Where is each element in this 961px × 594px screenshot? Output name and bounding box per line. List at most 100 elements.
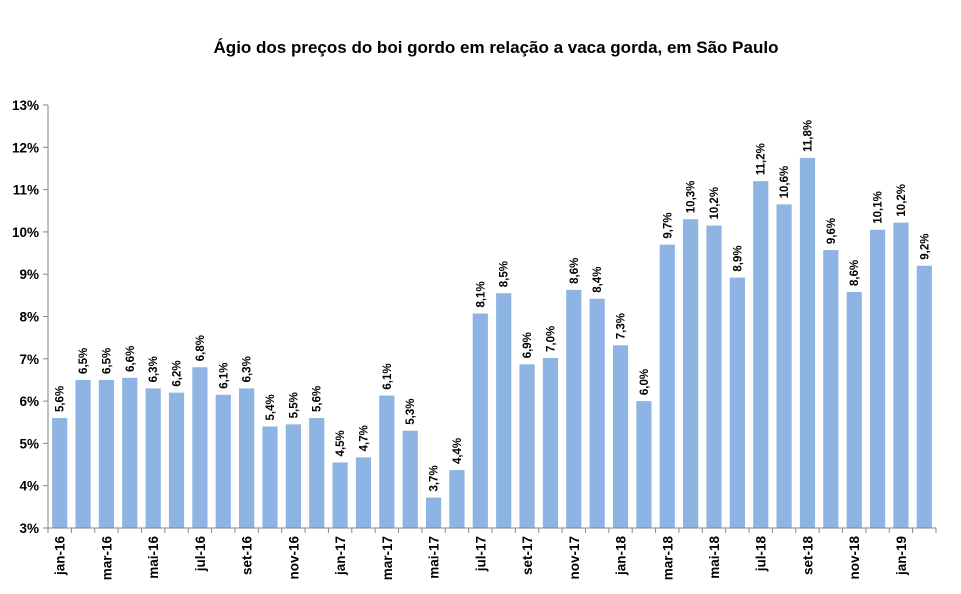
y-tick-label: 9% bbox=[19, 267, 39, 282]
bar-jan-19 bbox=[893, 222, 909, 528]
x-tick-label: nov-18 bbox=[847, 536, 862, 580]
bar-fev-18 bbox=[636, 401, 652, 528]
data-label: 6,1% bbox=[218, 363, 230, 389]
data-label: 8,6% bbox=[569, 258, 581, 284]
bar-nov-17 bbox=[566, 289, 582, 528]
bars bbox=[52, 157, 932, 529]
x-tick-label: set-16 bbox=[240, 536, 255, 576]
bar-mai-18 bbox=[706, 225, 722, 528]
data-label: 6,0% bbox=[639, 369, 651, 395]
x-tick-label: jul-18 bbox=[754, 536, 769, 573]
chart-title: Ágio dos preços do boi gordo em relação … bbox=[214, 38, 779, 57]
x-tick-label: mai-16 bbox=[146, 536, 161, 579]
x-tick-label: set-17 bbox=[520, 536, 535, 575]
x-axis: jan-16 mar-16 mai-16 jul-16 set-16 nov-16 jan-… bbox=[47, 527, 937, 581]
data-label: 4,4% bbox=[452, 438, 464, 464]
y-tick-label: 10% bbox=[12, 225, 39, 240]
data-label: 10,2% bbox=[896, 184, 908, 217]
bar-jun-17 bbox=[449, 470, 465, 528]
bar-out-18 bbox=[823, 250, 839, 529]
bar-ago-16 bbox=[215, 394, 231, 528]
y-tick-label: 7% bbox=[19, 352, 39, 367]
x-tick-label: jan-19 bbox=[894, 536, 909, 576]
data-label: 10,1% bbox=[873, 191, 885, 224]
x-tick-label: jan-16 bbox=[53, 536, 68, 577]
bar-ago-18 bbox=[776, 204, 792, 528]
bar-jan-17 bbox=[332, 462, 348, 528]
y-tick-label: 8% bbox=[19, 310, 39, 325]
data-label: 10,3% bbox=[686, 181, 698, 214]
data-label: 4,5% bbox=[335, 430, 347, 456]
bar-ago-17 bbox=[496, 293, 512, 528]
x-tick-label: mai-18 bbox=[707, 536, 722, 579]
bar-mar-17 bbox=[379, 395, 395, 528]
x-tick-label: jul-16 bbox=[193, 536, 208, 573]
bar-dez-16 bbox=[309, 418, 325, 528]
data-label: 6,3% bbox=[242, 356, 254, 382]
y-tick-label: 11% bbox=[13, 183, 39, 198]
data-label: 11,2% bbox=[756, 143, 768, 175]
x-tick-label: mar-17 bbox=[380, 536, 395, 580]
y-tick-label: 6% bbox=[19, 394, 39, 409]
bar-abr-18 bbox=[683, 219, 699, 528]
data-label: 6,1% bbox=[382, 363, 394, 389]
y-axis: 3% 4% 5% 6% 7% 8% 9% 10% 11% 12% 13% bbox=[12, 98, 49, 536]
data-label: 6,8% bbox=[195, 335, 207, 361]
y-tick-label: 12% bbox=[12, 140, 39, 155]
data-label: 5,6% bbox=[55, 386, 67, 412]
bar-set-16 bbox=[239, 388, 255, 528]
bar-dez-18 bbox=[869, 229, 886, 528]
bar-jun-16 bbox=[168, 392, 185, 528]
bar-set-18 bbox=[799, 157, 816, 528]
x-tick-label: mar-16 bbox=[99, 536, 114, 581]
bar-jan-18 bbox=[612, 345, 629, 528]
bar-abr-17 bbox=[402, 430, 418, 528]
y-tick-label: 5% bbox=[19, 436, 39, 451]
data-label: 5,5% bbox=[288, 392, 300, 418]
data-label: 8,6% bbox=[849, 260, 861, 286]
bar-mar-18 bbox=[659, 244, 675, 528]
bar-abr-16 bbox=[122, 377, 138, 528]
data-label: 10,6% bbox=[779, 166, 791, 199]
data-label: 6,3% bbox=[148, 356, 160, 382]
bar-jul-16 bbox=[192, 367, 208, 528]
x-tick-label: nov-16 bbox=[286, 536, 301, 580]
bar-nov-16 bbox=[285, 424, 301, 528]
bar-jan-16 bbox=[52, 418, 68, 528]
bar-fev-17 bbox=[355, 457, 372, 528]
data-label: 10,2% bbox=[709, 187, 721, 220]
data-label: 7,0% bbox=[545, 326, 557, 352]
bar-jun-18 bbox=[729, 277, 745, 528]
data-label: 11,8% bbox=[802, 120, 814, 152]
y-tick-label: 13% bbox=[12, 98, 39, 113]
x-tick-label: jul-17 bbox=[473, 536, 488, 572]
data-label: 6,5% bbox=[78, 348, 90, 374]
data-label: 9,6% bbox=[826, 218, 838, 244]
data-label: 8,5% bbox=[499, 261, 511, 287]
y-tick-label: 4% bbox=[19, 479, 39, 494]
bar-out-16 bbox=[262, 426, 278, 528]
data-label: 6,2% bbox=[172, 360, 184, 386]
x-tick-label: jan-18 bbox=[614, 536, 629, 577]
bar-mar-16 bbox=[98, 379, 115, 528]
data-label: 8,9% bbox=[732, 245, 744, 271]
data-label: 6,5% bbox=[101, 348, 113, 374]
bar-jul-17 bbox=[472, 313, 488, 528]
bar-fev-19 bbox=[916, 265, 932, 528]
bar-mai-16 bbox=[145, 388, 161, 528]
x-tick-label: jan-17 bbox=[333, 536, 348, 576]
x-tick-label: mai-17 bbox=[427, 536, 442, 579]
x-tick-label: set-18 bbox=[800, 536, 815, 576]
data-label: 9,2% bbox=[919, 234, 931, 260]
data-label: 8,4% bbox=[592, 267, 604, 293]
bar-dez-17 bbox=[589, 298, 605, 528]
data-labels: 5,6% 6,5% 6,5% 6,6% 6,3% 6,2% 6,8% 6,1% 6,3% 5,4%… bbox=[55, 120, 932, 492]
data-label: 3,7% bbox=[429, 465, 441, 491]
data-label: 4,7% bbox=[358, 425, 370, 451]
bar-fev-16 bbox=[75, 379, 91, 528]
data-label: 6,9% bbox=[522, 332, 534, 358]
data-label: 9,7% bbox=[662, 212, 674, 238]
bar-mai-17 bbox=[425, 497, 442, 528]
data-label: 8,1% bbox=[475, 281, 487, 307]
